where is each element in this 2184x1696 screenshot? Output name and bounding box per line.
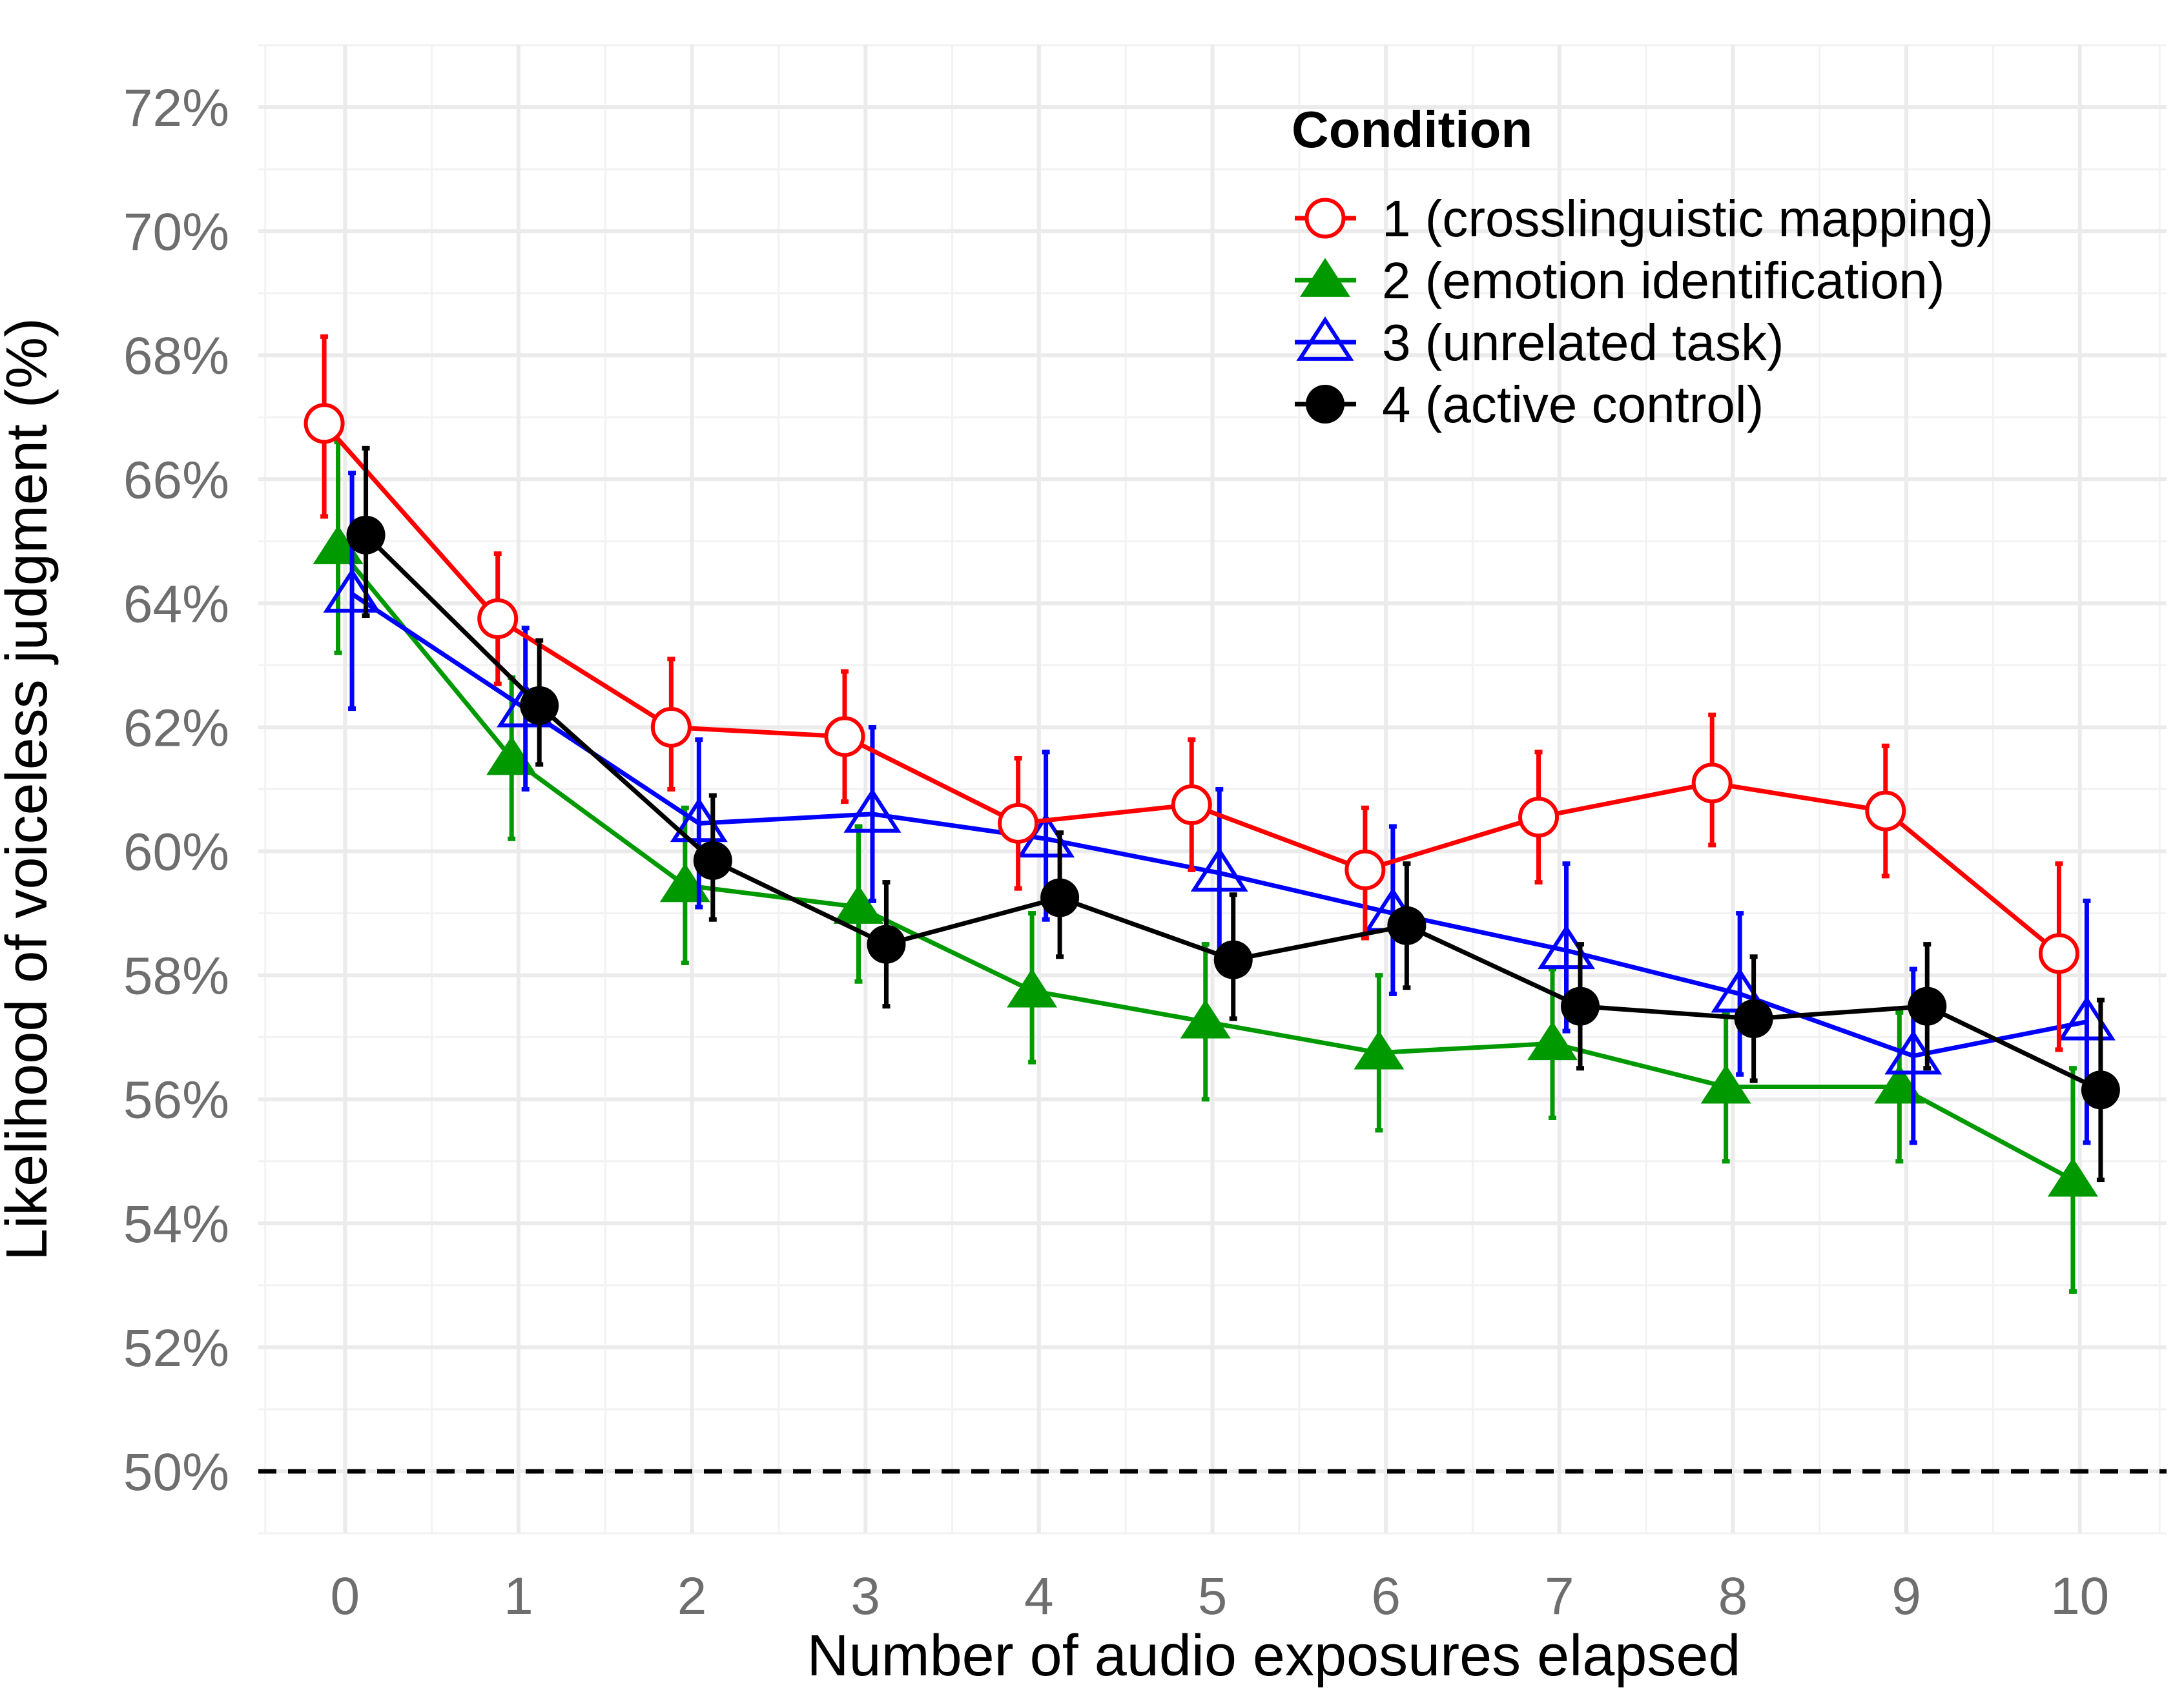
data-point	[650, 706, 692, 748]
legend-label: 3 (unrelated task)	[1382, 314, 1784, 371]
y-tick-label: 64%	[123, 575, 229, 633]
legend-item-3: 3 (unrelated task)	[1295, 314, 1784, 371]
legend-item-4: 4 (active control)	[1295, 376, 1764, 433]
data-point	[1180, 999, 1231, 1039]
x-tick-label: 3	[850, 1567, 880, 1626]
x-tick-label: 5	[1198, 1567, 1228, 1626]
series-4	[346, 445, 2120, 1183]
legend-label: 1 (crosslinguistic mapping)	[1382, 190, 1993, 247]
x-tick-label: 1	[504, 1567, 533, 1626]
y-tick-label: 50%	[123, 1443, 229, 1502]
data-point	[1387, 906, 1427, 945]
error-bar	[348, 471, 356, 711]
axis-labels: Number of audio exposures elapsed Likeli…	[0, 79, 2109, 1688]
legend-item-1: 1 (crosslinguistic mapping)	[1295, 190, 1993, 247]
data-point	[2038, 933, 2079, 974]
data-point	[304, 403, 345, 444]
data-point	[1865, 790, 1906, 832]
legend-key-marker	[1296, 316, 1354, 361]
y-tick-label: 68%	[123, 327, 229, 385]
y-tick-label: 58%	[123, 947, 229, 1006]
x-tick-label: 6	[1371, 1567, 1401, 1626]
legend-key-marker	[1300, 258, 1350, 297]
x-tick-label: 8	[1718, 1567, 1748, 1626]
data-point	[477, 598, 519, 639]
legend-title: Condition	[1292, 101, 1532, 158]
data-point	[867, 925, 906, 964]
data-point	[2081, 1070, 2120, 1110]
y-tick-label: 66%	[123, 451, 229, 509]
data-point	[1344, 849, 1386, 890]
y-tick-label: 72%	[123, 79, 229, 138]
data-point	[843, 788, 901, 833]
data-point	[1908, 986, 1947, 1026]
x-tick-label: 7	[1545, 1567, 1574, 1626]
error-bar	[695, 737, 703, 910]
error-bar	[868, 724, 876, 903]
y-tick-label: 54%	[123, 1195, 229, 1254]
legend: Condition 1 (crosslinguistic mapping)2 (…	[1292, 101, 1993, 433]
data-point	[1518, 797, 1560, 838]
data-point	[1354, 1030, 1405, 1070]
x-tick-label: 4	[1024, 1567, 1054, 1626]
data-point	[1190, 847, 1248, 892]
data-point	[2047, 1158, 2098, 1197]
legend-item-2: 2 (emotion identification)	[1295, 252, 1945, 309]
x-tick-label: 10	[2050, 1567, 2109, 1626]
x-axis-title: Number of audio exposures elapsed	[807, 1624, 1741, 1688]
data-point	[1040, 878, 1080, 917]
data-point	[1691, 762, 1733, 804]
series-2	[313, 440, 2098, 1294]
x-tick-label: 0	[331, 1567, 360, 1626]
y-tick-label: 62%	[123, 699, 229, 757]
data-point	[1734, 999, 1773, 1038]
data-point	[833, 884, 884, 924]
series-1	[304, 334, 2079, 1052]
y-axis-title: Likelihood of voiceless judgment (%)	[0, 318, 59, 1261]
y-tick-label: 70%	[123, 203, 229, 261]
x-tick-label: 2	[677, 1567, 707, 1626]
series-3	[323, 471, 2116, 1145]
series-line	[322, 422, 2061, 955]
data-point	[1171, 784, 1212, 826]
data-point	[346, 515, 386, 555]
y-tick-label: 60%	[123, 823, 229, 882]
legend-label: 2 (emotion identification)	[1382, 252, 1945, 309]
data-point	[1874, 1065, 1925, 1104]
y-tick-label: 56%	[123, 1071, 229, 1130]
error-bar	[1388, 824, 1397, 996]
data-point	[1700, 1065, 1751, 1104]
data-point	[824, 716, 865, 757]
data-point	[693, 841, 732, 880]
data-point	[520, 686, 559, 725]
grid-lines	[258, 44, 2167, 1535]
series-group	[304, 334, 2120, 1294]
data-point	[998, 802, 1039, 844]
data-point	[1561, 986, 1600, 1026]
data-point	[486, 735, 537, 775]
y-tick-label: 52%	[123, 1319, 229, 1378]
legend-key-marker	[1306, 385, 1344, 424]
x-tick-label: 9	[1891, 1567, 1921, 1626]
legend-label: 4 (active control)	[1382, 376, 1764, 433]
data-point	[1527, 1021, 1578, 1061]
data-point	[1007, 968, 1058, 1008]
legend-key-marker	[1304, 198, 1346, 239]
error-bar	[1736, 911, 1744, 1077]
data-point	[1213, 940, 1253, 979]
